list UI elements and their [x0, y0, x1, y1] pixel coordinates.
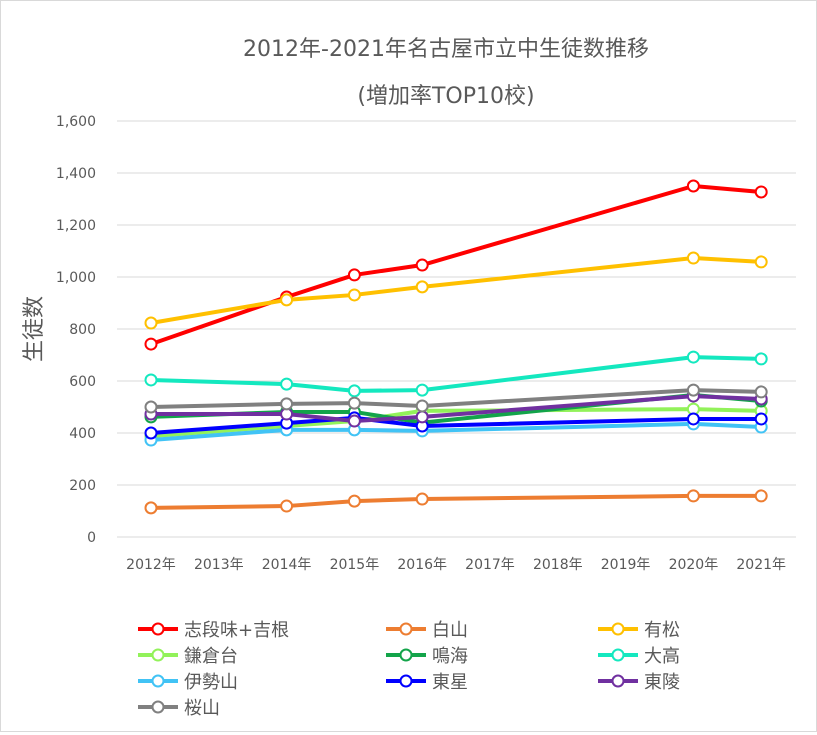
data-point — [347, 288, 361, 302]
legend-marker — [151, 622, 165, 636]
data-point — [415, 280, 429, 294]
legend-item: 志段味+吉根 — [138, 620, 289, 641]
legend-marker — [399, 622, 413, 636]
data-point — [144, 400, 158, 414]
data-point — [754, 489, 768, 503]
series-line — [150, 421, 762, 443]
legend-item: 伊勢山 — [138, 672, 238, 693]
legend-marker — [611, 674, 625, 688]
x-tick-label: 2020年 — [669, 557, 719, 573]
data-point — [144, 373, 158, 387]
x-tick-label: 2016年 — [397, 557, 447, 573]
x-tick-label: 2018年 — [533, 557, 583, 573]
y-tick-label: 800 — [69, 322, 96, 338]
legend-label: 伊勢山 — [184, 672, 238, 693]
legend-item: 大高 — [598, 646, 680, 667]
series-line — [151, 394, 762, 424]
data-point — [144, 426, 158, 440]
x-tick-label: 2021年 — [736, 557, 786, 573]
data-point — [347, 494, 361, 508]
x-tick-label: 2013年 — [194, 557, 244, 573]
data-point — [415, 492, 429, 506]
y-tick-label: 1,200 — [56, 218, 96, 234]
legend-label: 鳴海 — [432, 646, 468, 667]
data-point — [347, 414, 361, 428]
legend-marker — [151, 700, 165, 714]
legend-label: 東陵 — [644, 672, 680, 693]
data-point — [415, 399, 429, 413]
y-tick-label: 1,600 — [56, 114, 96, 130]
legend-item: 東星 — [386, 672, 468, 693]
data-point — [686, 350, 700, 364]
legend-item: 白山 — [386, 620, 468, 641]
data-point — [686, 179, 700, 193]
data-point — [347, 268, 361, 282]
legend-label: 大高 — [644, 646, 680, 667]
x-tick-label: 2014年 — [262, 557, 312, 573]
legend-label: 白山 — [432, 620, 468, 641]
legend-label: 東星 — [432, 672, 468, 693]
data-point — [347, 384, 361, 398]
legend-marker — [151, 648, 165, 662]
y-tick-label: 400 — [69, 426, 96, 442]
series-line — [150, 388, 762, 409]
data-point — [686, 251, 700, 265]
data-point — [754, 352, 768, 366]
x-tick-label: 2019年 — [601, 557, 651, 573]
y-axis-label: 生徒数 — [22, 296, 47, 362]
x-tick-label: 2017年 — [465, 557, 515, 573]
data-point — [415, 410, 429, 424]
y-tick-label: 1,400 — [56, 166, 96, 182]
data-point — [144, 337, 158, 351]
y-tick-label: 600 — [69, 374, 96, 390]
data-point — [144, 316, 158, 330]
data-point — [754, 385, 768, 399]
series-line — [150, 415, 762, 435]
y-tick-label: 0 — [87, 530, 96, 546]
legend-label: 桜山 — [184, 698, 220, 719]
legend-item: 桜山 — [138, 698, 220, 719]
legend-item: 有松 — [598, 620, 680, 641]
data-point — [280, 293, 294, 307]
legend-label: 有松 — [644, 620, 680, 641]
x-tick-label: 2015年 — [330, 557, 380, 573]
data-point — [754, 185, 768, 199]
legend-label: 志段味+吉根 — [184, 620, 289, 641]
y-tick-label: 1,000 — [56, 270, 96, 286]
series-line — [150, 493, 762, 510]
legend-marker — [611, 648, 625, 662]
data-point — [280, 499, 294, 513]
legend-marker — [151, 674, 165, 688]
legend-marker — [611, 622, 625, 636]
data-point — [347, 396, 361, 410]
data-point — [280, 377, 294, 391]
y-tick-label: 200 — [69, 478, 96, 494]
data-point — [686, 489, 700, 503]
data-point — [686, 412, 700, 426]
legend-label: 鎌倉台 — [184, 646, 238, 667]
series-line — [150, 355, 762, 393]
legend-marker — [399, 648, 413, 662]
series-line — [150, 184, 762, 346]
legend-marker — [399, 674, 413, 688]
x-tick-label: 2012年 — [126, 557, 176, 573]
data-point — [144, 501, 158, 515]
data-point — [686, 383, 700, 397]
data-point — [280, 397, 294, 411]
legend-item: 東陵 — [598, 672, 680, 693]
data-point — [415, 258, 429, 272]
legend-item: 鳴海 — [386, 646, 468, 667]
series-line — [150, 256, 762, 325]
data-point — [754, 255, 768, 269]
legend-item: 鎌倉台 — [138, 646, 238, 667]
data-point — [415, 383, 429, 397]
chart-title: 2012年-2021年名古屋市立中生徒数推移 — [243, 37, 649, 62]
chart-subtitle: (増加率TOP10校) — [357, 84, 534, 109]
data-point — [754, 412, 768, 426]
